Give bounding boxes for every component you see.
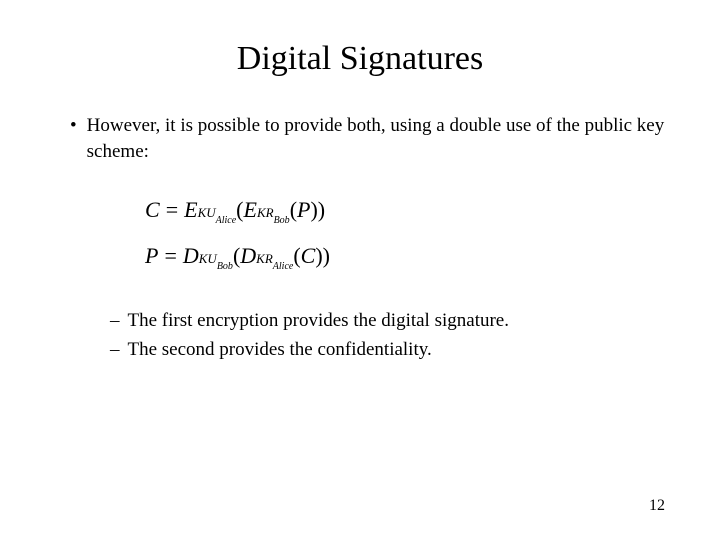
sub-bullet-1-text: The first encryption provides the digita… bbox=[128, 307, 509, 335]
eq2-sub2: KRAlice bbox=[256, 247, 293, 274]
eq2-sub1a: KU bbox=[199, 251, 217, 266]
eq1-p2: ( bbox=[290, 189, 297, 231]
eq1-lhs: C bbox=[145, 189, 160, 231]
eq1-sub2: KRBob bbox=[257, 201, 290, 228]
page-number: 12 bbox=[649, 497, 665, 515]
eq2-equals: = bbox=[164, 235, 176, 277]
sub-bullet-list: – The first encryption provides the digi… bbox=[50, 307, 670, 364]
eq2-lhs: P bbox=[145, 235, 158, 277]
eq2-sub1b: Bob bbox=[217, 261, 233, 272]
sub-bullet-1: – The first encryption provides the digi… bbox=[110, 307, 670, 335]
sub-bullet-2-text: The second provides the confidentiality. bbox=[128, 336, 432, 364]
eq1-arg: P bbox=[297, 189, 310, 231]
eq1-f2: E bbox=[244, 189, 257, 231]
slide-title: Digital Signatures bbox=[50, 40, 670, 78]
eq2-f2: D bbox=[240, 235, 256, 277]
dash-marker: – bbox=[110, 336, 120, 364]
eq1-equals: = bbox=[166, 189, 178, 231]
eq2-arg: C bbox=[301, 235, 316, 277]
equations-block: C = E KUAlice ( E KRBob ( P )) P = D KUB… bbox=[50, 189, 670, 277]
main-bullet: • However, it is possible to provide bot… bbox=[50, 113, 670, 164]
sub-bullet-2: – The second provides the confidentialit… bbox=[110, 336, 670, 364]
eq1-sub1: KUAlice bbox=[198, 201, 237, 228]
eq2-sub1: KUBob bbox=[199, 247, 233, 274]
dash-marker: – bbox=[110, 307, 120, 335]
bullet-marker: • bbox=[70, 113, 77, 164]
eq2-f1: D bbox=[183, 235, 199, 277]
eq2-sub2b: Alice bbox=[273, 261, 294, 272]
equation-2: P = D KUBob ( D KRAlice ( C )) bbox=[145, 235, 670, 277]
eq1-sub2a: KR bbox=[257, 205, 274, 220]
eq1-p3: )) bbox=[310, 189, 325, 231]
eq2-p3: )) bbox=[315, 235, 330, 277]
eq2-sub2a: KR bbox=[256, 251, 273, 266]
eq2-p2: ( bbox=[293, 235, 300, 277]
slide-container: Digital Signatures • However, it is poss… bbox=[0, 0, 720, 540]
eq1-sub1a: KU bbox=[198, 205, 216, 220]
equation-1: C = E KUAlice ( E KRBob ( P )) bbox=[145, 189, 670, 231]
eq1-f1: E bbox=[184, 189, 197, 231]
main-bullet-text: However, it is possible to provide both,… bbox=[87, 113, 670, 164]
eq1-sub2b: Bob bbox=[274, 215, 290, 226]
eq1-sub1b: Alice bbox=[216, 215, 237, 226]
eq1-p1: ( bbox=[236, 189, 243, 231]
